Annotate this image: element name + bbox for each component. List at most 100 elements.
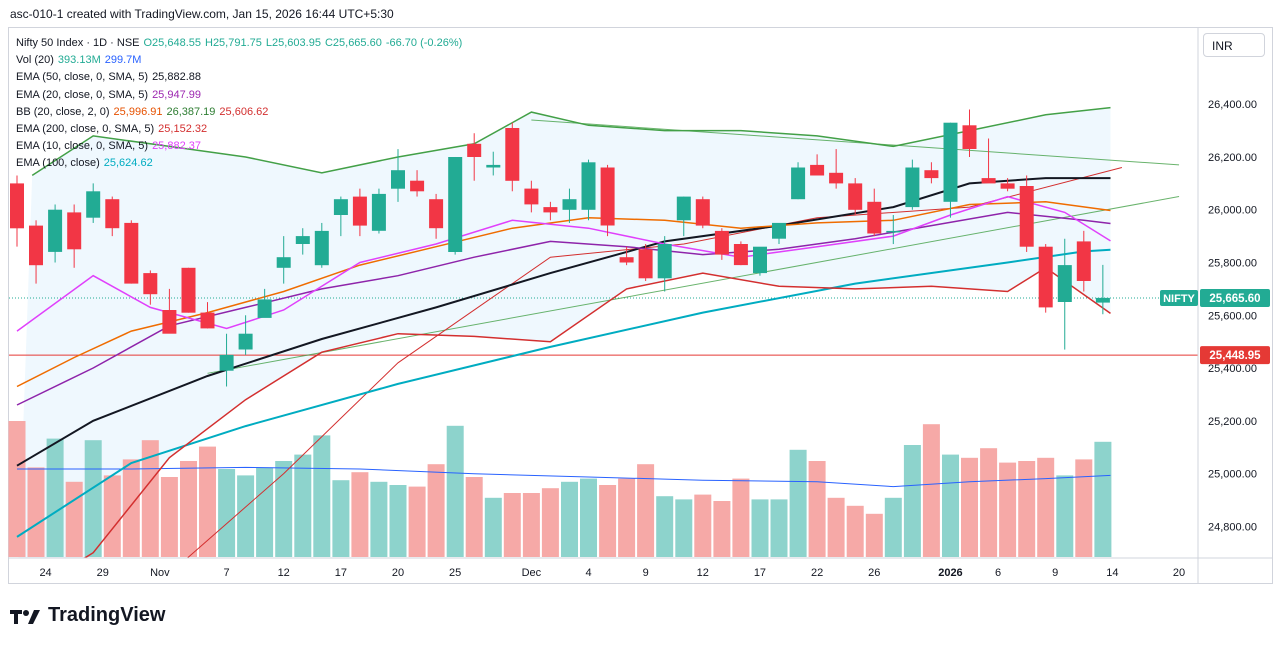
candle[interactable] [733,241,748,266]
legend-row[interactable]: Nifty 50 Index · 1D · NSE O25,648.55 H25,7… [16,35,462,52]
candle[interactable] [486,151,501,176]
candle-body [352,196,367,226]
candle[interactable] [619,246,634,266]
candle[interactable] [772,222,786,245]
candle[interactable] [924,162,939,184]
candle[interactable] [371,188,386,234]
trendline [531,119,1180,166]
candle[interactable] [410,170,425,197]
currency-button[interactable]: INR [1203,33,1265,57]
candle[interactable] [295,228,310,255]
candle[interactable] [333,196,348,237]
legend-row[interactable]: Vol (20) 393.13M 299.7M [16,52,462,69]
candle[interactable] [905,159,920,210]
volume-bar [446,425,464,557]
candle-body [943,122,958,202]
candle[interactable] [695,196,710,229]
candle-body [562,199,577,210]
candle[interactable] [505,122,520,192]
trendline [207,196,1180,374]
volume-bar [275,461,293,557]
candle[interactable] [162,288,177,334]
candle[interactable] [1057,238,1072,350]
candle-body [181,267,196,313]
legend-row[interactable]: EMA (50, close, 0, SMA, 5) 25,882.88 [16,69,462,86]
legend-row[interactable]: EMA (10, close, 0, SMA, 5) 25,882.37 [16,138,462,155]
bb-lower-line [83,266,1111,558]
volume-bar [1037,457,1055,557]
candle[interactable] [810,154,825,176]
volume-bar [903,445,921,557]
candle[interactable] [657,236,672,292]
candle[interactable] [848,178,863,216]
candle[interactable] [448,156,463,255]
candle[interactable] [314,222,329,268]
candle-body [1057,265,1072,302]
legend-row[interactable]: EMA (200, close, 0, SMA, 5) 25,152.32 [16,121,462,138]
candle[interactable] [791,162,806,200]
candle[interactable] [124,220,139,284]
candle[interactable] [753,246,767,276]
legend-row[interactable]: EMA (100, close) 25,624.62 [16,155,462,172]
candle[interactable] [867,188,882,237]
candle[interactable] [1076,230,1091,292]
candle[interactable] [276,236,291,284]
candle-body [276,257,291,268]
candle[interactable] [257,288,272,318]
candle[interactable] [391,149,405,202]
candle[interactable] [981,138,996,184]
volume-bar [237,475,255,557]
candle[interactable] [105,196,120,237]
legend-row[interactable]: EMA (20, close, 0, SMA, 5) 25,947.99 [16,87,462,104]
candle[interactable] [48,204,63,263]
price-tick-label: 26,200.00 [1208,152,1257,164]
candle[interactable] [67,204,82,268]
candle[interactable] [543,201,558,221]
candle[interactable] [467,133,482,181]
time-tick-label: 29 [97,567,109,579]
volume-bar [789,449,807,557]
candle[interactable] [886,215,901,245]
time-tick-label: 9 [643,567,649,579]
candle[interactable] [219,333,234,387]
candle-body [505,128,520,181]
time-tick-label: Nov [150,567,170,579]
bb-upper-line [31,106,1111,177]
candle[interactable] [600,164,615,237]
candle[interactable] [562,188,577,223]
legend-row[interactable]: BB (20, close, 2, 0) 25,996.91 26,387.19 25… [16,104,462,121]
candle-body [772,222,786,239]
candle[interactable] [943,122,958,218]
candle[interactable] [581,159,596,221]
candle-body [981,178,996,184]
volume-ma-line [17,466,1111,488]
candle[interactable] [1095,264,1110,315]
candle[interactable] [429,193,444,239]
candles [10,109,1110,387]
candle[interactable] [29,220,43,284]
volume-bar [408,486,426,557]
price-tick-label: 25,800.00 [1208,258,1257,270]
price-tick-label: 25,400.00 [1208,363,1257,375]
volume-bar [1056,475,1074,557]
candle[interactable] [10,175,24,247]
candle[interactable] [962,109,977,157]
candle[interactable] [714,228,729,260]
candle[interactable] [238,315,253,355]
volume-bar [1018,461,1036,557]
candle[interactable] [829,149,844,189]
candle[interactable] [143,270,158,305]
candle[interactable] [676,196,691,237]
candle[interactable] [86,183,101,223]
candle[interactable] [1000,178,1015,192]
candle[interactable] [181,267,196,313]
candle[interactable] [1038,244,1053,313]
candle-body [829,172,844,184]
candle[interactable] [352,188,367,237]
candle[interactable] [638,244,653,281]
candle[interactable] [200,302,215,329]
volume-bar [1094,441,1112,557]
candle[interactable] [1019,175,1034,252]
candle[interactable] [524,180,539,213]
